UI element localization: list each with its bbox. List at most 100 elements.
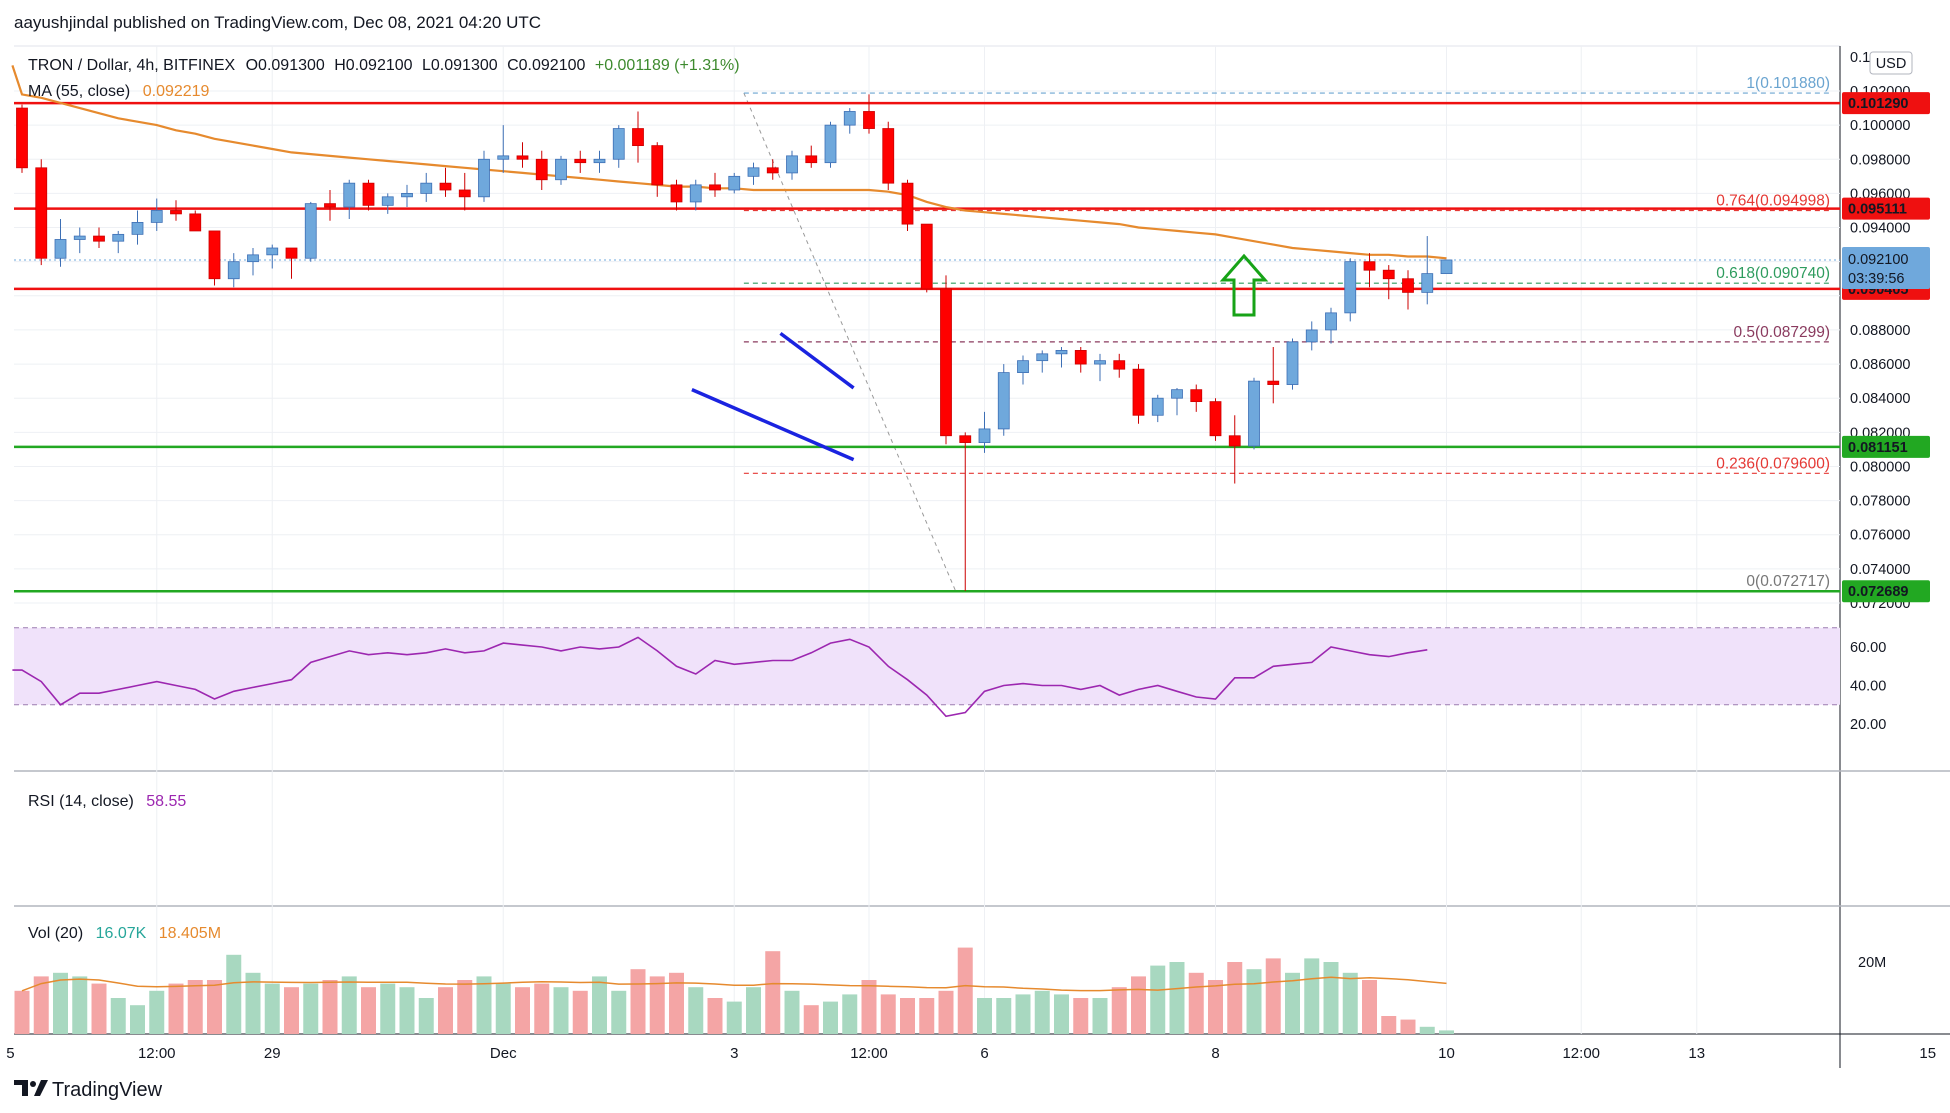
candle: [997, 364, 1010, 436]
volume-bar: [1304, 958, 1320, 1034]
candle-body: [1132, 368, 1145, 416]
candle-body: [940, 288, 952, 437]
fib-level-label: 0.5(0.087299): [1733, 324, 1830, 341]
up-arrow-icon: [1219, 253, 1269, 317]
candle: [747, 162, 760, 185]
volume-bar: [572, 990, 588, 1034]
candle-body: [73, 235, 86, 240]
time-tick-label: 8: [1211, 1045, 1219, 1062]
ma-line: [11, 65, 1447, 260]
price-tick-label: 0.094000: [1850, 221, 1910, 237]
rsi-band-fill: [14, 627, 1840, 705]
candle-body: [555, 158, 567, 181]
candle-body: [227, 261, 240, 280]
fib-level-label: 1(0.101880): [1746, 75, 1830, 92]
price-tag-label: 0.095111: [1848, 202, 1907, 218]
candle-body: [208, 230, 221, 280]
currency-badge[interactable]: USD: [1869, 51, 1913, 75]
candle: [1363, 253, 1376, 288]
fib-level-label: 0(0.072717): [1746, 573, 1830, 590]
candle: [1113, 353, 1126, 378]
price-tick-label: 0.084000: [1850, 391, 1910, 407]
candle-body: [401, 192, 413, 198]
candle-body: [266, 247, 279, 256]
candle-body: [1325, 312, 1337, 331]
volume-bar: [168, 983, 184, 1034]
time-axis[interactable]: 5 12:00 29 Dec 3 12:00 6 8 10 12:00 13 15: [6, 1045, 1936, 1062]
volume-bar: [553, 987, 569, 1034]
candle: [728, 172, 741, 194]
candle-body: [593, 158, 606, 164]
candle: [1074, 347, 1087, 373]
candle: [93, 227, 105, 249]
candle-body: [1151, 397, 1164, 416]
time-tick-label: 10: [1438, 1045, 1455, 1062]
volume-bar: [284, 987, 299, 1034]
candle: [766, 159, 779, 180]
volume-bar: [33, 976, 49, 1034]
candle-body: [632, 128, 644, 147]
candle-body: [189, 213, 202, 232]
volume-bar: [1054, 994, 1069, 1034]
volume-bar: [746, 987, 761, 1034]
candle-body: [458, 189, 471, 198]
price-tag-bg: [1842, 197, 1930, 220]
volume-bar: [226, 954, 242, 1034]
candle-body: [1036, 353, 1049, 362]
candle: [863, 94, 875, 134]
volume-bar: [611, 990, 627, 1034]
price-axis[interactable]: 0.1020000.1000000.0980000.0960000.094000…: [1850, 50, 1910, 612]
volume-bar: [1034, 990, 1050, 1034]
change-value: +0.001189 (+1.31%): [595, 57, 740, 74]
candle: [632, 111, 644, 163]
channel-lower-line: [691, 388, 855, 462]
candle-body: [978, 428, 991, 443]
volume-bar: [110, 998, 126, 1034]
candle-body: [920, 223, 933, 290]
volume-bar: [669, 972, 684, 1034]
candle: [689, 179, 702, 211]
candlesticks: [16, 94, 1453, 592]
volume-bar: [91, 983, 107, 1034]
candle-body: [324, 203, 336, 208]
tradingview-logo[interactable]: TradingView: [14, 1079, 163, 1101]
volume-bar: [1131, 976, 1146, 1034]
symbol-label: TRON / Dollar, 4h, BITFINEX: [28, 57, 235, 74]
volume-bar: [399, 987, 415, 1034]
candle: [1382, 265, 1395, 300]
candle: [651, 142, 664, 197]
volume-bar: [1015, 994, 1031, 1034]
fib-level-label: 0.236(0.079600): [1716, 455, 1830, 472]
candle-body: [16, 107, 28, 169]
price-tag: 0.081151: [1842, 435, 1930, 458]
fib-level-label: 0.764(0.094998): [1716, 193, 1830, 210]
ma-value: 0.092219: [143, 83, 210, 100]
vol-value-1: 16.07K: [96, 925, 147, 942]
high-value: H0.092100: [334, 57, 412, 74]
volume-bar: [1246, 969, 1262, 1034]
candle: [401, 184, 413, 208]
candle-body: [150, 210, 163, 223]
rsi-band: [14, 627, 1840, 706]
volume-bar: [1285, 972, 1300, 1034]
price-tick-label: 0.078000: [1850, 494, 1910, 510]
candle-body: [1421, 273, 1434, 293]
time-tick-label: 6: [980, 1045, 988, 1062]
fibonacci-retracement: 1(0.101880) 0.764(0.094998) 0.618(0.090740…: [743, 75, 1832, 592]
volume-bar: [1227, 962, 1243, 1034]
rsi-polyline: [12, 636, 1428, 718]
candle-body: [882, 128, 895, 184]
candle-body: [420, 182, 433, 194]
candle: [1151, 394, 1164, 423]
close-value: C0.092100: [507, 57, 585, 74]
main-legend: TRON / Dollar, 4h, BITFINEX O0.091300 H0…: [28, 57, 740, 100]
price-tick-label: 0.098000: [1850, 152, 1910, 168]
candle-body: [381, 196, 394, 206]
rsi-value: 58.55: [146, 793, 186, 810]
candle-body: [805, 155, 818, 164]
time-tick-label: 12:00: [1562, 1045, 1600, 1062]
time-tick-label: Dec: [490, 1045, 517, 1062]
volume-bar: [1342, 972, 1358, 1034]
volume-bar: [957, 947, 973, 1034]
